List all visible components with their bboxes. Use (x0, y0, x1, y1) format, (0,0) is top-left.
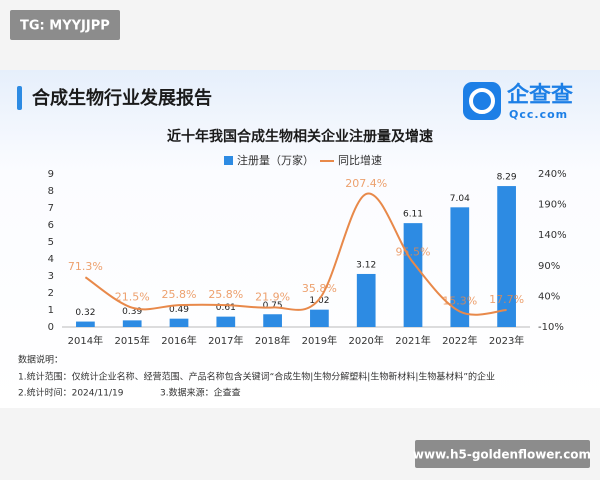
line-value-label: 25.8% (208, 288, 243, 301)
footer-watermark: www.h5-goldenflower.com (413, 448, 591, 462)
x-tick-label: 2021年 (395, 334, 430, 347)
y-tick-label: 9 (48, 169, 54, 180)
chart-title: 近十年我国合成生物相关企业注册量及增速 (167, 128, 433, 145)
bar (356, 273, 376, 327)
logo-name: 企查查 (506, 82, 573, 108)
line-value-label: 35.8% (302, 282, 337, 295)
bar-value-label: 8.29 (497, 173, 517, 183)
x-tick-label: 2018年 (255, 334, 290, 347)
legend-label: 同比增速 (338, 153, 382, 167)
y2-tick-label: 40% (538, 291, 560, 302)
y-tick-label: 7 (48, 203, 54, 214)
note: 数据说明： (18, 354, 63, 366)
watermark: TG: MYYJJPP (20, 19, 110, 34)
logo: 企查查 Qcc.com (463, 82, 573, 121)
bar-value-label: 3.12 (356, 260, 376, 270)
logo-domain: Qcc.com (509, 108, 568, 121)
bar (122, 320, 142, 327)
y-tick-label: 4 (48, 254, 54, 265)
line-value-label: 71.3% (68, 260, 103, 273)
x-tick-label: 2016年 (161, 334, 196, 347)
title-bar (17, 86, 22, 110)
logo-glyph (469, 88, 495, 114)
note: 3.数据来源：企查查 (160, 387, 241, 399)
y-tick-label: 3 (48, 271, 54, 282)
logo-icon (463, 82, 501, 120)
y2-tick-label: 90% (538, 261, 560, 272)
bar (263, 314, 282, 327)
line-value-label: 21.5% (115, 291, 150, 304)
x-tick-label: 2023年 (489, 334, 524, 347)
legend-label: 注册量（万家） (237, 153, 314, 167)
line-value-label: 25.8% (162, 288, 197, 301)
y-tick-label: 1 (48, 305, 54, 316)
bar-value-label: 0.32 (75, 308, 95, 318)
report-title: 合成生物行业发展报告 (32, 87, 212, 109)
y-tick-label: 5 (48, 237, 54, 248)
bar (169, 318, 189, 327)
bar (450, 207, 470, 327)
bar (310, 309, 329, 327)
y-tick-label: 0 (48, 322, 54, 333)
y-tick-label: 8 (48, 186, 54, 197)
bar-value-label: 6.11 (403, 210, 423, 220)
bar (497, 186, 516, 327)
bar-value-label: 0.39 (122, 307, 142, 317)
x-tick-label: 2020年 (348, 334, 383, 347)
bar-value-label: 7.04 (450, 194, 470, 204)
line-value-label: 95.5% (396, 245, 431, 258)
watermark-box (10, 10, 120, 40)
plot: 0 1 2 3 4 5 6 7 8 9 -10% 40% 90% 140% 190% 240% 2014年 201… (48, 169, 567, 347)
x-tick-label: 2019年 (302, 334, 337, 347)
y2-tick-label: -10% (538, 322, 564, 333)
note: 2.统计时间：2024/11/19 (18, 387, 124, 399)
footer-watermark-box (415, 440, 590, 468)
x-tick-label: 2022年 (442, 334, 477, 347)
line-value-label: 15.3% (442, 295, 477, 308)
y2-tick-label: 190% (538, 200, 567, 211)
x-tick-label: 2014年 (68, 334, 103, 347)
growth-line (84, 192, 507, 316)
bar (216, 316, 236, 327)
line-value-label: 207.4% (345, 177, 387, 190)
x-tick-label: 2015年 (114, 334, 149, 347)
bar (76, 321, 95, 327)
legend-swatch (224, 156, 233, 165)
x-tick-label: 2017年 (208, 334, 243, 347)
bar-value-label: 1.02 (309, 296, 329, 306)
y-tick-label: 6 (48, 220, 54, 231)
line-value-label: 17.7% (489, 293, 524, 306)
y2-tick-label: 240% (538, 169, 567, 180)
line-value-label: 21.9% (255, 290, 290, 303)
y2-tick-label: 140% (538, 230, 567, 241)
bar-value-label: 0.75 (263, 301, 283, 311)
y-tick-label: 2 (48, 288, 54, 299)
bar-value-label: 0.49 (169, 305, 189, 315)
bar-value-label: 0.61 (216, 303, 236, 313)
bar (403, 223, 423, 327)
note: 1.统计范围：仅统计企业名称、经营范围、产品名称包含关键词“合成生物|生物分解塑… (18, 371, 495, 383)
